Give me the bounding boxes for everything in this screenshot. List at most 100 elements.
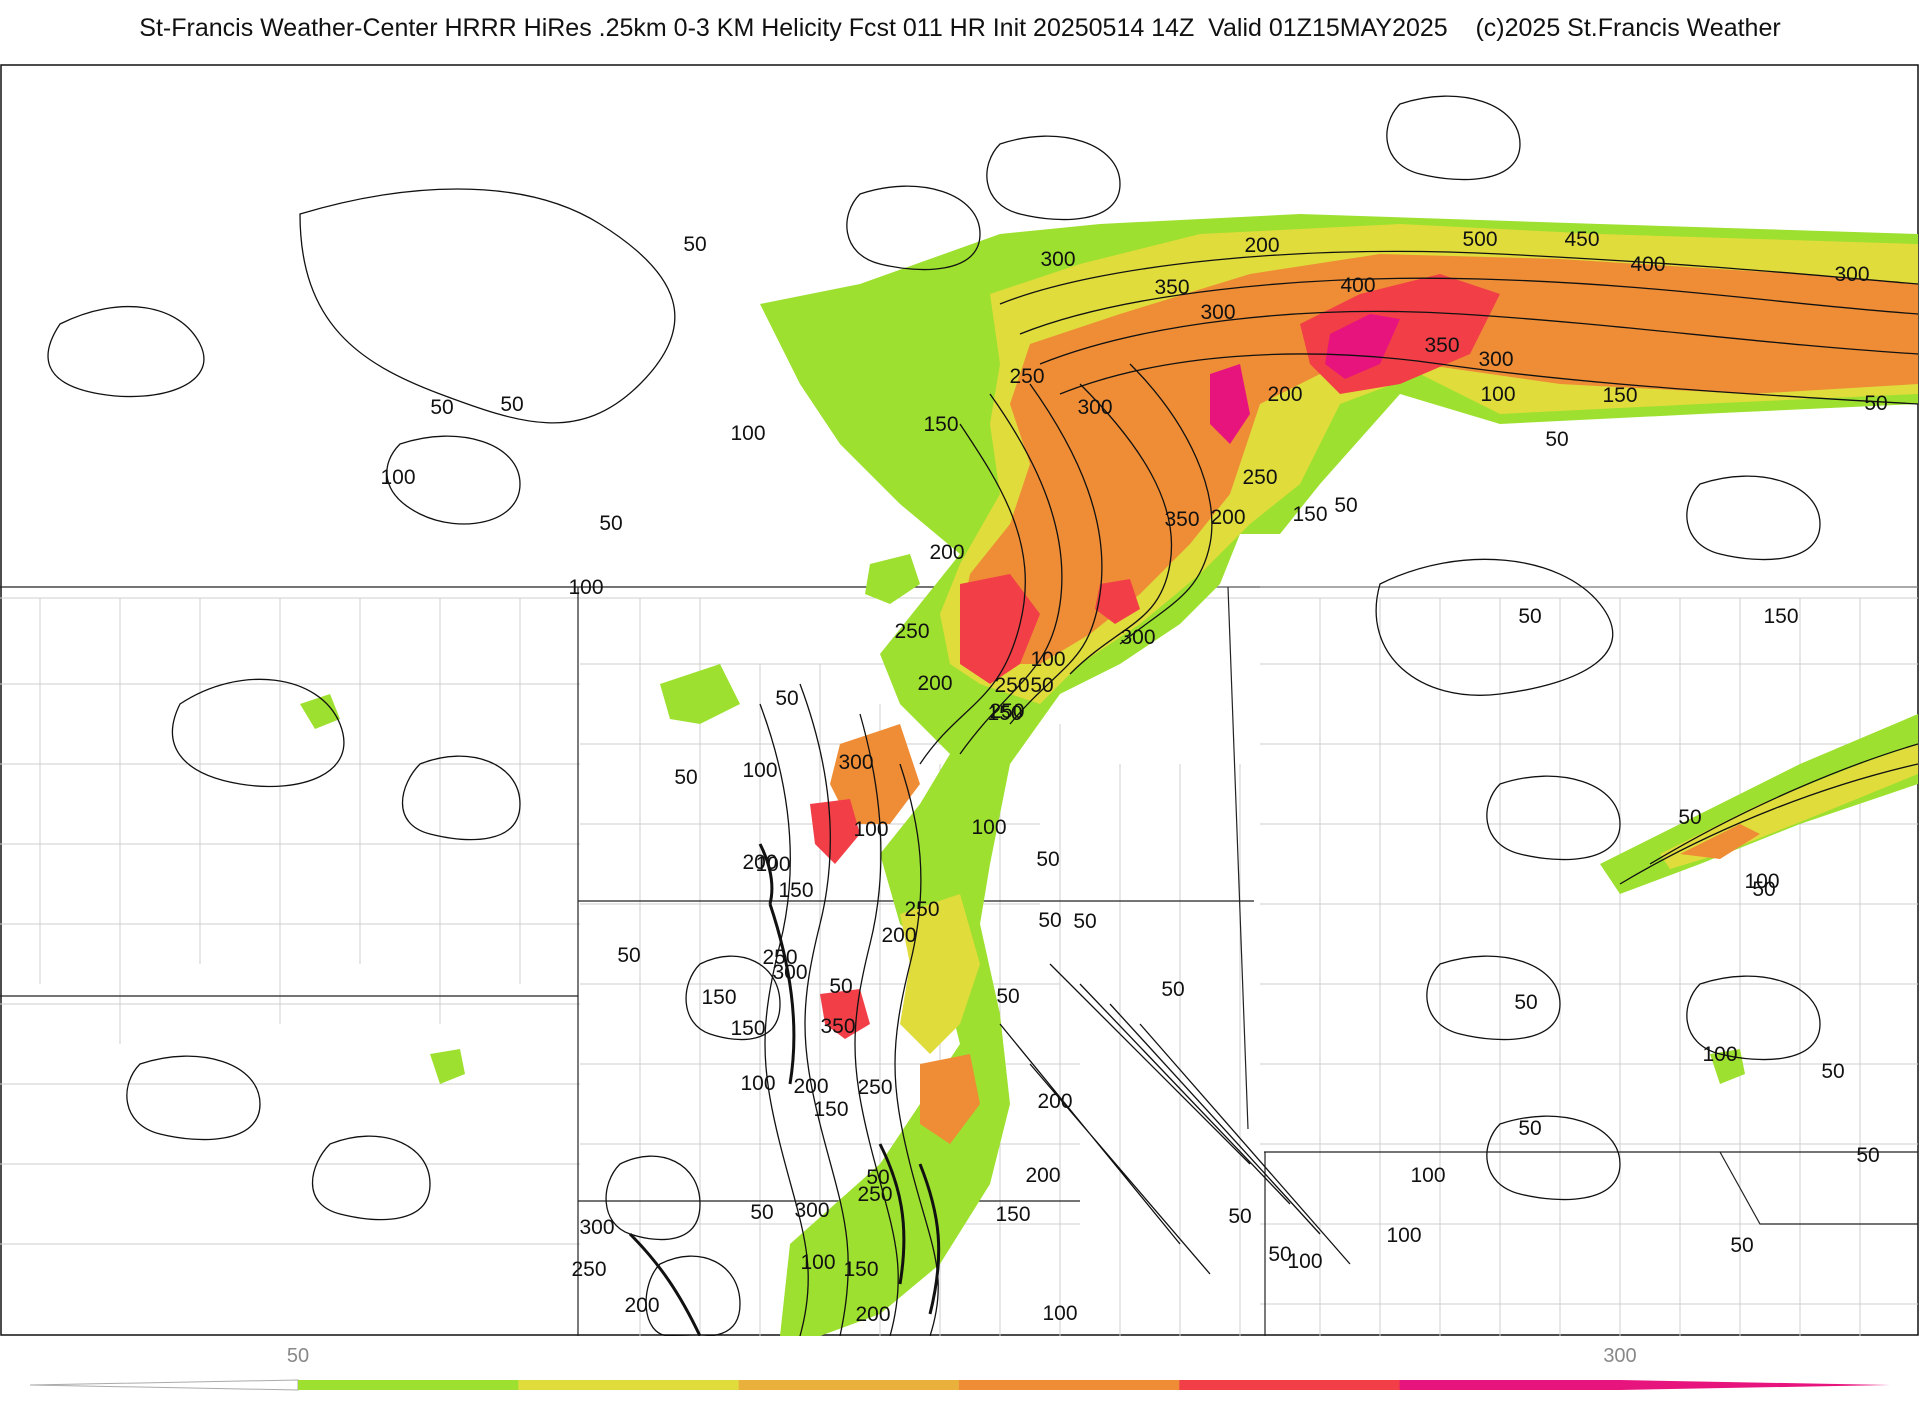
contour-label: 50 — [1752, 878, 1775, 901]
colorbar-bin — [1399, 1380, 1621, 1390]
shade-red-central2 — [1095, 579, 1140, 624]
contour-label: 50 — [1036, 848, 1059, 871]
shade-red-central — [960, 574, 1040, 684]
contour-label: 150 — [701, 986, 736, 1009]
helicity-map: 50 300 350 300 200 500 450 400 300 400 50 50 250 300 1… — [0, 64, 1920, 1336]
contour-label: 350 — [820, 1015, 855, 1038]
contour-label: 50 — [617, 944, 640, 967]
contour-label: 50 — [1514, 991, 1537, 1014]
shade-yellow-mid — [900, 894, 980, 1054]
contour-label: 250 — [994, 674, 1029, 697]
contour-label: 300 — [794, 1199, 829, 1222]
contour-label: 350 — [1424, 334, 1459, 357]
contour-label: 50 — [1073, 910, 1096, 933]
contour-label: 50 — [1821, 1060, 1844, 1083]
colorbar-bin — [298, 1380, 519, 1390]
contour-label: 50 — [1856, 1144, 1879, 1167]
contour-label: 50 — [1678, 806, 1701, 829]
contour-label: 100 — [853, 818, 888, 841]
contour-label: 300 — [1200, 301, 1235, 324]
contour-label: 150 — [923, 413, 958, 436]
contour-label: 50 — [500, 393, 523, 416]
contour-label: 50 — [750, 1201, 773, 1224]
contour-label: 300 — [1478, 348, 1513, 371]
contour-label: 100 — [1287, 1250, 1322, 1273]
contour-label: 200 — [1025, 1164, 1060, 1187]
colorbar-tick-label: 50 — [287, 1345, 309, 1367]
shade-orange-north — [960, 254, 1918, 664]
contour-label: 300 — [772, 961, 807, 984]
contour-label: 250 — [1009, 365, 1044, 388]
contour-label: 250 — [894, 620, 929, 643]
contour-label: 500 — [1462, 228, 1497, 251]
contour-label: 100 — [1702, 1043, 1737, 1066]
contour-label: 200 — [881, 924, 916, 947]
contour-label: 150 — [843, 1258, 878, 1281]
contour-label: 50 — [1518, 605, 1541, 628]
contour-label: 200 — [917, 672, 952, 695]
contour-label: 200 — [929, 541, 964, 564]
contour-label: 50 — [1228, 1205, 1251, 1228]
contour-label: 50 — [1030, 674, 1053, 697]
contour-label: 150 — [813, 1098, 848, 1121]
shade-orange-mid — [830, 724, 920, 824]
colorbar-high-arrow — [1620, 1380, 1890, 1390]
contour-label: 200 — [1267, 383, 1302, 406]
contour-label: 100 — [740, 1072, 775, 1095]
contour-label: 300 — [838, 751, 873, 774]
county-borders — [0, 597, 1918, 1336]
contour-label: 250 — [857, 1183, 892, 1206]
map-title: St-Francis Weather-Center HRRR HiRes .25… — [139, 14, 1781, 42]
contour-label: 50 — [674, 766, 697, 789]
shade-green-west2 — [865, 554, 920, 604]
dense-contours — [628, 843, 941, 1336]
contour-label: 50 — [1864, 392, 1887, 415]
contour-label: 100 — [568, 576, 603, 599]
contour-label: 400 — [1340, 274, 1375, 297]
contour-label: 450 — [1564, 228, 1599, 251]
contour-label: 100 — [1744, 870, 1779, 893]
contour-label: 150 — [1763, 605, 1798, 628]
contour-label: 100 — [1386, 1224, 1421, 1247]
contour-label: 50 — [866, 1166, 889, 1189]
contour-label: 150 — [995, 1203, 1030, 1226]
contour-label: 100 — [1480, 383, 1515, 406]
contour-label: 350 — [1164, 508, 1199, 531]
contour-label: 200 — [1210, 506, 1245, 529]
contour-label: 50 — [996, 985, 1019, 1008]
contour-label: 200 — [1244, 234, 1279, 257]
contour-label: 300 — [1120, 626, 1155, 649]
contour-label: 50 — [1518, 1117, 1541, 1140]
contour-label: 300 — [579, 1216, 614, 1239]
shade-green-small3 — [430, 1049, 465, 1084]
contour-label: 150 — [778, 879, 813, 902]
contour-label: 100 — [730, 422, 765, 445]
contour-label: 100 — [742, 759, 777, 782]
contour-label: 50 — [1268, 1243, 1291, 1266]
contour-label: 200 — [855, 1303, 890, 1326]
contour-label: 250 — [762, 946, 797, 969]
contour-label: 250 — [857, 1076, 892, 1099]
contour-label: 50 — [683, 233, 706, 256]
colorbar-tick-label: 300 — [1603, 1345, 1636, 1367]
contour-label: 50 — [1038, 909, 1061, 932]
contour-label: 350 — [1154, 276, 1189, 299]
colorbar-bin — [959, 1380, 1180, 1390]
contour-label: 300 — [1834, 263, 1869, 286]
contour-label: 100 — [755, 853, 790, 876]
contour-label: 200 — [793, 1075, 828, 1098]
contour-label: 50 — [599, 512, 622, 535]
contour-label: 100 — [971, 816, 1006, 839]
contour-label: 150 — [987, 702, 1022, 725]
shade-green-small1 — [300, 694, 340, 729]
shade-red-north2 — [1210, 364, 1250, 444]
colorbar-low-arrow — [29, 1379, 299, 1391]
colorbar-bins — [298, 1380, 1621, 1390]
contour-label: 100 — [1042, 1302, 1077, 1325]
shade-magenta-north — [1325, 314, 1400, 379]
contour-label: 200 — [624, 1294, 659, 1317]
shade-orange-mid2 — [920, 1054, 980, 1144]
contour-label: 100 — [800, 1251, 835, 1274]
